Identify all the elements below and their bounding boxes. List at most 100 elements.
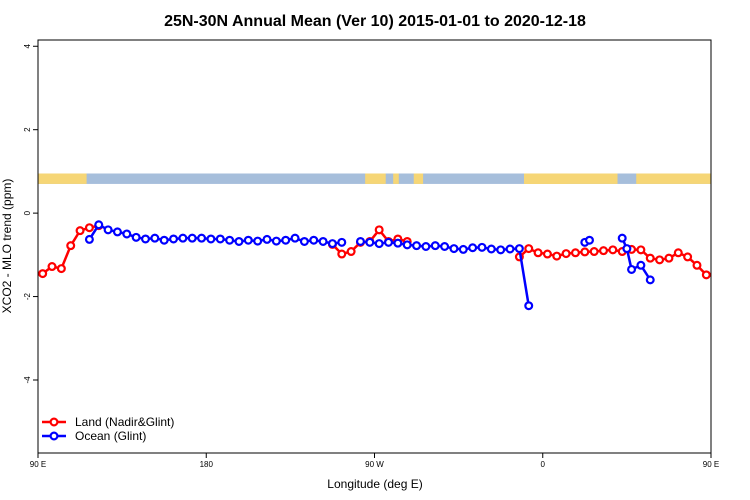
series-0-point — [84, 223, 94, 233]
series-1-point — [271, 236, 281, 246]
series-0-point — [645, 253, 655, 263]
series-1-point — [636, 260, 646, 270]
series-1-point — [402, 240, 412, 250]
series-0-point — [38, 269, 48, 279]
series-0-point — [740, 243, 747, 250]
series-1-point — [524, 301, 534, 311]
x-tick-label-4: 90 E — [703, 460, 719, 469]
series-1-point — [318, 236, 328, 246]
series-1-point — [309, 235, 319, 245]
legend-marker-0 — [49, 417, 59, 427]
series-1-point — [234, 236, 244, 246]
series-1-point — [477, 242, 487, 252]
land-patch-0 — [38, 173, 87, 184]
series-1-point — [440, 242, 450, 252]
series-1-line-0 — [88, 223, 342, 245]
series-0-point — [374, 225, 384, 235]
series-0-point — [337, 249, 347, 259]
series-0-point — [542, 249, 552, 259]
land-patch-2 — [393, 173, 399, 184]
series-1-point — [197, 233, 207, 243]
series-1-point — [159, 235, 169, 245]
x-tick-label-1: 180 — [200, 460, 214, 469]
series-1-point — [94, 220, 104, 230]
legend: Land (Nadir&Glint)Ocean (Glint) — [42, 415, 174, 443]
legend-label-0: Land (Nadir&Glint) — [75, 415, 174, 429]
series-0-point — [561, 249, 571, 259]
series-0-point — [664, 253, 674, 263]
series-1-point — [365, 237, 375, 247]
series-1-point — [393, 238, 403, 248]
series-1-point — [505, 244, 515, 254]
series-0-point — [701, 270, 711, 280]
series-1-point — [131, 232, 141, 242]
series-0-point — [636, 245, 646, 255]
series-1-point — [187, 233, 197, 243]
series-0-point — [75, 226, 85, 236]
series-1-point — [622, 244, 632, 254]
legend-marker-1 — [49, 431, 59, 441]
series-1-point — [103, 225, 113, 235]
series-0-point — [580, 247, 590, 257]
series-0-point — [712, 270, 719, 277]
series-0-point — [524, 244, 534, 254]
series-1-point — [262, 234, 272, 244]
land-patch-5 — [524, 173, 568, 184]
series-1-point — [617, 233, 627, 243]
legend-label-1: Ocean (Glint) — [75, 429, 146, 443]
land-patch-3 — [413, 173, 424, 184]
series-1-point — [486, 244, 496, 254]
series-1-point — [281, 235, 291, 245]
land-patch-6 — [636, 173, 711, 184]
series-1-point — [122, 229, 132, 239]
series-0-point — [533, 248, 543, 258]
y-axis-label: XCO2 - MLO trend (ppm) — [0, 179, 14, 314]
y-tick-label-2: 0 — [23, 210, 32, 215]
series-1-point — [421, 242, 431, 252]
x-axis: 90 E 180 90 W 0 90 E — [30, 453, 719, 469]
series-1-point — [584, 235, 594, 245]
series-0-point — [673, 248, 683, 258]
series-1-point — [514, 244, 524, 254]
series-1-point — [84, 234, 94, 244]
series-1-point — [112, 227, 122, 237]
chart-title: 25N-30N Annual Mean (Ver 10) 2015-01-01 … — [164, 13, 586, 30]
series-1-point — [215, 234, 225, 244]
series-1-point — [169, 234, 179, 244]
land-patch-4 — [524, 173, 618, 184]
series-0-point — [599, 246, 609, 256]
series-layer — [38, 220, 747, 311]
series-0-point — [47, 262, 57, 272]
series-1-point — [140, 234, 150, 244]
x-tick-label-0: 90 E — [30, 460, 46, 469]
series-1-point — [384, 237, 394, 247]
series-1-point — [374, 239, 384, 249]
x-tick-label-3: 0 — [541, 460, 546, 469]
series-1-point — [290, 233, 300, 243]
series-0-point — [731, 265, 738, 272]
series-0-point — [66, 241, 76, 251]
y-axis: 4 2 0 -2 -4 — [23, 43, 38, 384]
series-0-point — [722, 264, 729, 271]
series-1-point — [449, 244, 459, 254]
x-axis-label: Longitude (deg E) — [327, 477, 422, 491]
series-0-point — [589, 247, 599, 257]
series-1-point — [468, 243, 478, 253]
y-tick-label-1: 2 — [23, 127, 32, 132]
series-1-point — [458, 244, 468, 254]
series-1-point — [412, 241, 422, 251]
series-1-point — [496, 245, 506, 255]
series-0-point — [608, 245, 618, 255]
y-tick-label-3: -2 — [23, 292, 32, 300]
series-1-point — [627, 264, 637, 274]
y-tick-label-0: 4 — [23, 43, 32, 48]
series-1-point — [206, 234, 216, 244]
series-1-point — [243, 235, 253, 245]
series-0-point — [346, 247, 356, 257]
series-1-point — [645, 275, 655, 285]
series-1-point — [253, 236, 263, 246]
landmask-band — [38, 173, 711, 184]
series-0-point — [692, 260, 702, 270]
series-0-point — [655, 255, 665, 265]
